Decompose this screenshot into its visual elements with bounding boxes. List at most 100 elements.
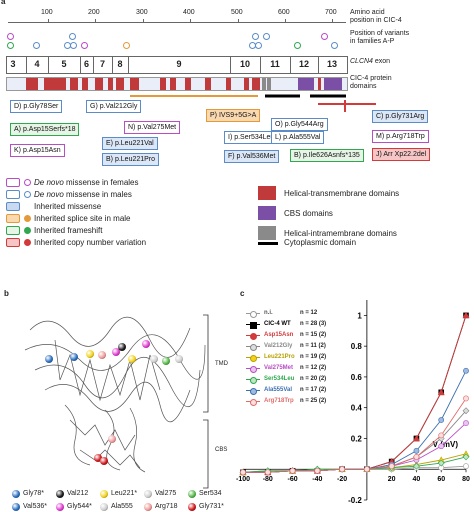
data-point <box>463 395 469 402</box>
legend-dot <box>24 227 31 234</box>
legend-marker <box>250 311 257 318</box>
key-dot <box>144 503 152 511</box>
legend-swatch <box>6 214 20 223</box>
legend-name: Ala555Val <box>264 387 293 393</box>
variant-box: J) Arr Xp22.2del <box>372 148 431 161</box>
variant-box: K) p.Asp15Asn <box>10 144 65 157</box>
legend-name: Asp15Asn <box>264 332 294 338</box>
protein-label: CIC-4 protein <box>350 75 392 82</box>
structure-residue <box>162 357 170 365</box>
data-point <box>438 443 445 450</box>
variant-box: N) p.Val275Met <box>124 121 181 134</box>
structure-residue <box>98 351 106 359</box>
legend-marker <box>250 333 257 340</box>
legend-name: Val275Met <box>264 365 294 371</box>
data-point <box>413 447 420 454</box>
data-point <box>463 367 469 374</box>
legend-name: Arg718Trp <box>264 398 294 404</box>
legend-marker <box>250 355 257 362</box>
exon-divider <box>112 57 113 73</box>
y-tick-label: 0.6 <box>351 373 363 382</box>
legend-text: Inherited copy number variation <box>34 238 147 247</box>
legend-n: n = 17 (2) <box>300 387 327 393</box>
ruler-tick-label: 200 <box>88 9 100 16</box>
protein-structure-image <box>24 316 206 473</box>
data-point <box>462 311 470 319</box>
exon-number: 13 <box>326 59 337 69</box>
exon-number: 9 <box>176 59 182 69</box>
exon-number: 10 <box>239 59 250 69</box>
series-line <box>243 370 467 473</box>
x-tick-label: 20 <box>388 476 396 483</box>
ruler-tick <box>332 19 333 23</box>
y-tick-label: 1 <box>357 311 362 320</box>
legend-text: Inherited splice site in male <box>34 214 131 223</box>
data-point <box>413 462 420 470</box>
legend-swatch <box>6 190 20 199</box>
domain-block <box>130 78 139 90</box>
data-point <box>462 407 470 415</box>
legend-text: De novo missense in males <box>34 190 132 199</box>
variant-dot <box>321 33 328 40</box>
ruler-tick-label: 600 <box>278 9 290 16</box>
exon-divider <box>128 57 129 73</box>
variant-box: B) p.Ile626Asnfs*135 <box>290 149 364 162</box>
variant-box: L) p.Ala555Val <box>271 131 325 144</box>
key-label: Gly544* <box>67 503 92 510</box>
variant-box: M) p.Arg718Trp <box>372 130 429 143</box>
amino-acid-label: Amino acid <box>350 9 385 16</box>
variant-dot <box>294 42 301 49</box>
exon-divider <box>80 57 81 73</box>
domain-block <box>185 78 191 90</box>
legend-rest: missense in females <box>63 178 139 187</box>
structure-residue <box>175 355 183 363</box>
data-point <box>463 420 469 426</box>
legend-name: Val212Gly <box>264 343 293 349</box>
domain-block <box>324 78 342 90</box>
domain-block <box>44 78 66 90</box>
ruler-tick <box>143 19 144 23</box>
y-tick-label: 0.2 <box>351 434 363 443</box>
legend-rest: missense in males <box>63 190 132 199</box>
y-tick-label: 0.4 <box>351 404 363 413</box>
variant-box: A) p.Asp15Serfs*18 <box>10 123 80 136</box>
key-dot <box>188 503 196 511</box>
variant-dot <box>123 42 130 49</box>
x-axis-label: V (mV) <box>433 440 459 449</box>
data-point <box>363 466 370 473</box>
data-point <box>264 469 271 476</box>
variant-dot <box>7 33 14 40</box>
domain-block <box>26 78 38 90</box>
x-tick-label: -100 <box>236 476 250 483</box>
domain-block <box>205 78 211 90</box>
ruler-tick-label: 700 <box>325 9 337 16</box>
domain-block <box>298 78 314 90</box>
panel-c-label: c <box>240 289 245 298</box>
tmd-label: TMD <box>215 361 228 367</box>
legend-name: Ser534Leu <box>264 376 295 382</box>
ruler-tick-label: 300 <box>136 9 148 16</box>
variant-dot <box>331 42 338 49</box>
domain-block <box>318 78 321 90</box>
legend-text: Inherited missense <box>34 202 102 211</box>
variant-box: O) p.Gly544Arg <box>271 118 328 131</box>
series-line <box>243 398 467 473</box>
key-dot <box>56 503 64 511</box>
variant-box: B) p.Leu221Pro <box>102 153 160 166</box>
domain-block <box>244 78 249 90</box>
key-dot <box>144 490 152 498</box>
exon-divider <box>230 57 231 73</box>
variant-dot <box>81 42 88 49</box>
series-line <box>242 456 467 473</box>
domain-block <box>160 78 166 90</box>
variant-dot <box>7 42 14 49</box>
data-point <box>462 453 470 461</box>
legend-marker <box>250 322 257 329</box>
key-label: Leu221* <box>111 490 138 497</box>
structure-residue <box>112 348 120 356</box>
x-tick-label: 40 <box>413 476 421 483</box>
domain-legend-line <box>258 242 278 245</box>
key-label: Val536* <box>23 503 48 510</box>
legend-n: n = 19 (2) <box>300 354 327 360</box>
